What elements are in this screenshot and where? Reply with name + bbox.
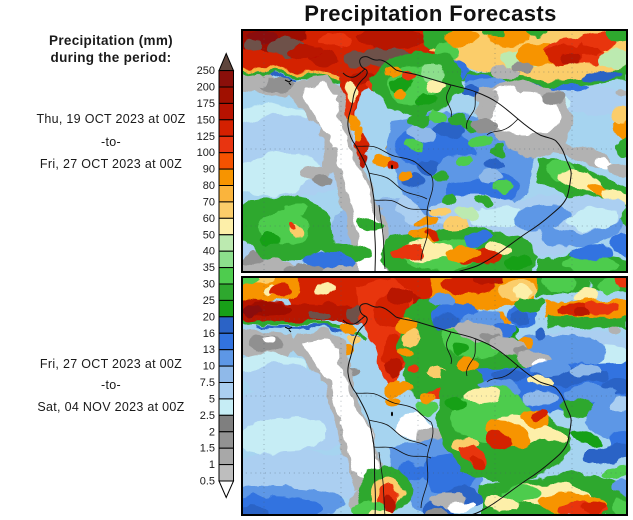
- svg-text:200: 200: [197, 82, 215, 94]
- svg-text:80: 80: [203, 180, 215, 192]
- svg-text:1.5: 1.5: [200, 443, 215, 455]
- svg-text:13: 13: [203, 344, 215, 356]
- svg-text:50: 50: [203, 229, 215, 241]
- svg-text:175: 175: [197, 98, 215, 110]
- svg-text:5: 5: [209, 393, 215, 405]
- svg-text:20: 20: [203, 311, 215, 323]
- svg-text:2: 2: [209, 426, 215, 438]
- svg-text:70: 70: [203, 196, 215, 208]
- svg-text:25: 25: [203, 295, 215, 307]
- svg-text:100: 100: [197, 147, 215, 159]
- svg-text:250: 250: [197, 65, 215, 77]
- svg-text:7.5: 7.5: [200, 377, 215, 389]
- svg-text:30: 30: [203, 279, 215, 291]
- svg-text:1: 1: [209, 459, 215, 471]
- svg-text:10: 10: [203, 361, 215, 373]
- svg-text:40: 40: [203, 246, 215, 258]
- svg-text:2.5: 2.5: [200, 410, 215, 422]
- svg-text:0.5: 0.5: [200, 476, 215, 488]
- svg-text:90: 90: [203, 164, 215, 176]
- svg-text:125: 125: [197, 131, 215, 143]
- svg-text:35: 35: [203, 262, 215, 274]
- svg-text:16: 16: [203, 328, 215, 340]
- svg-text:60: 60: [203, 213, 215, 225]
- svg-text:150: 150: [197, 114, 215, 126]
